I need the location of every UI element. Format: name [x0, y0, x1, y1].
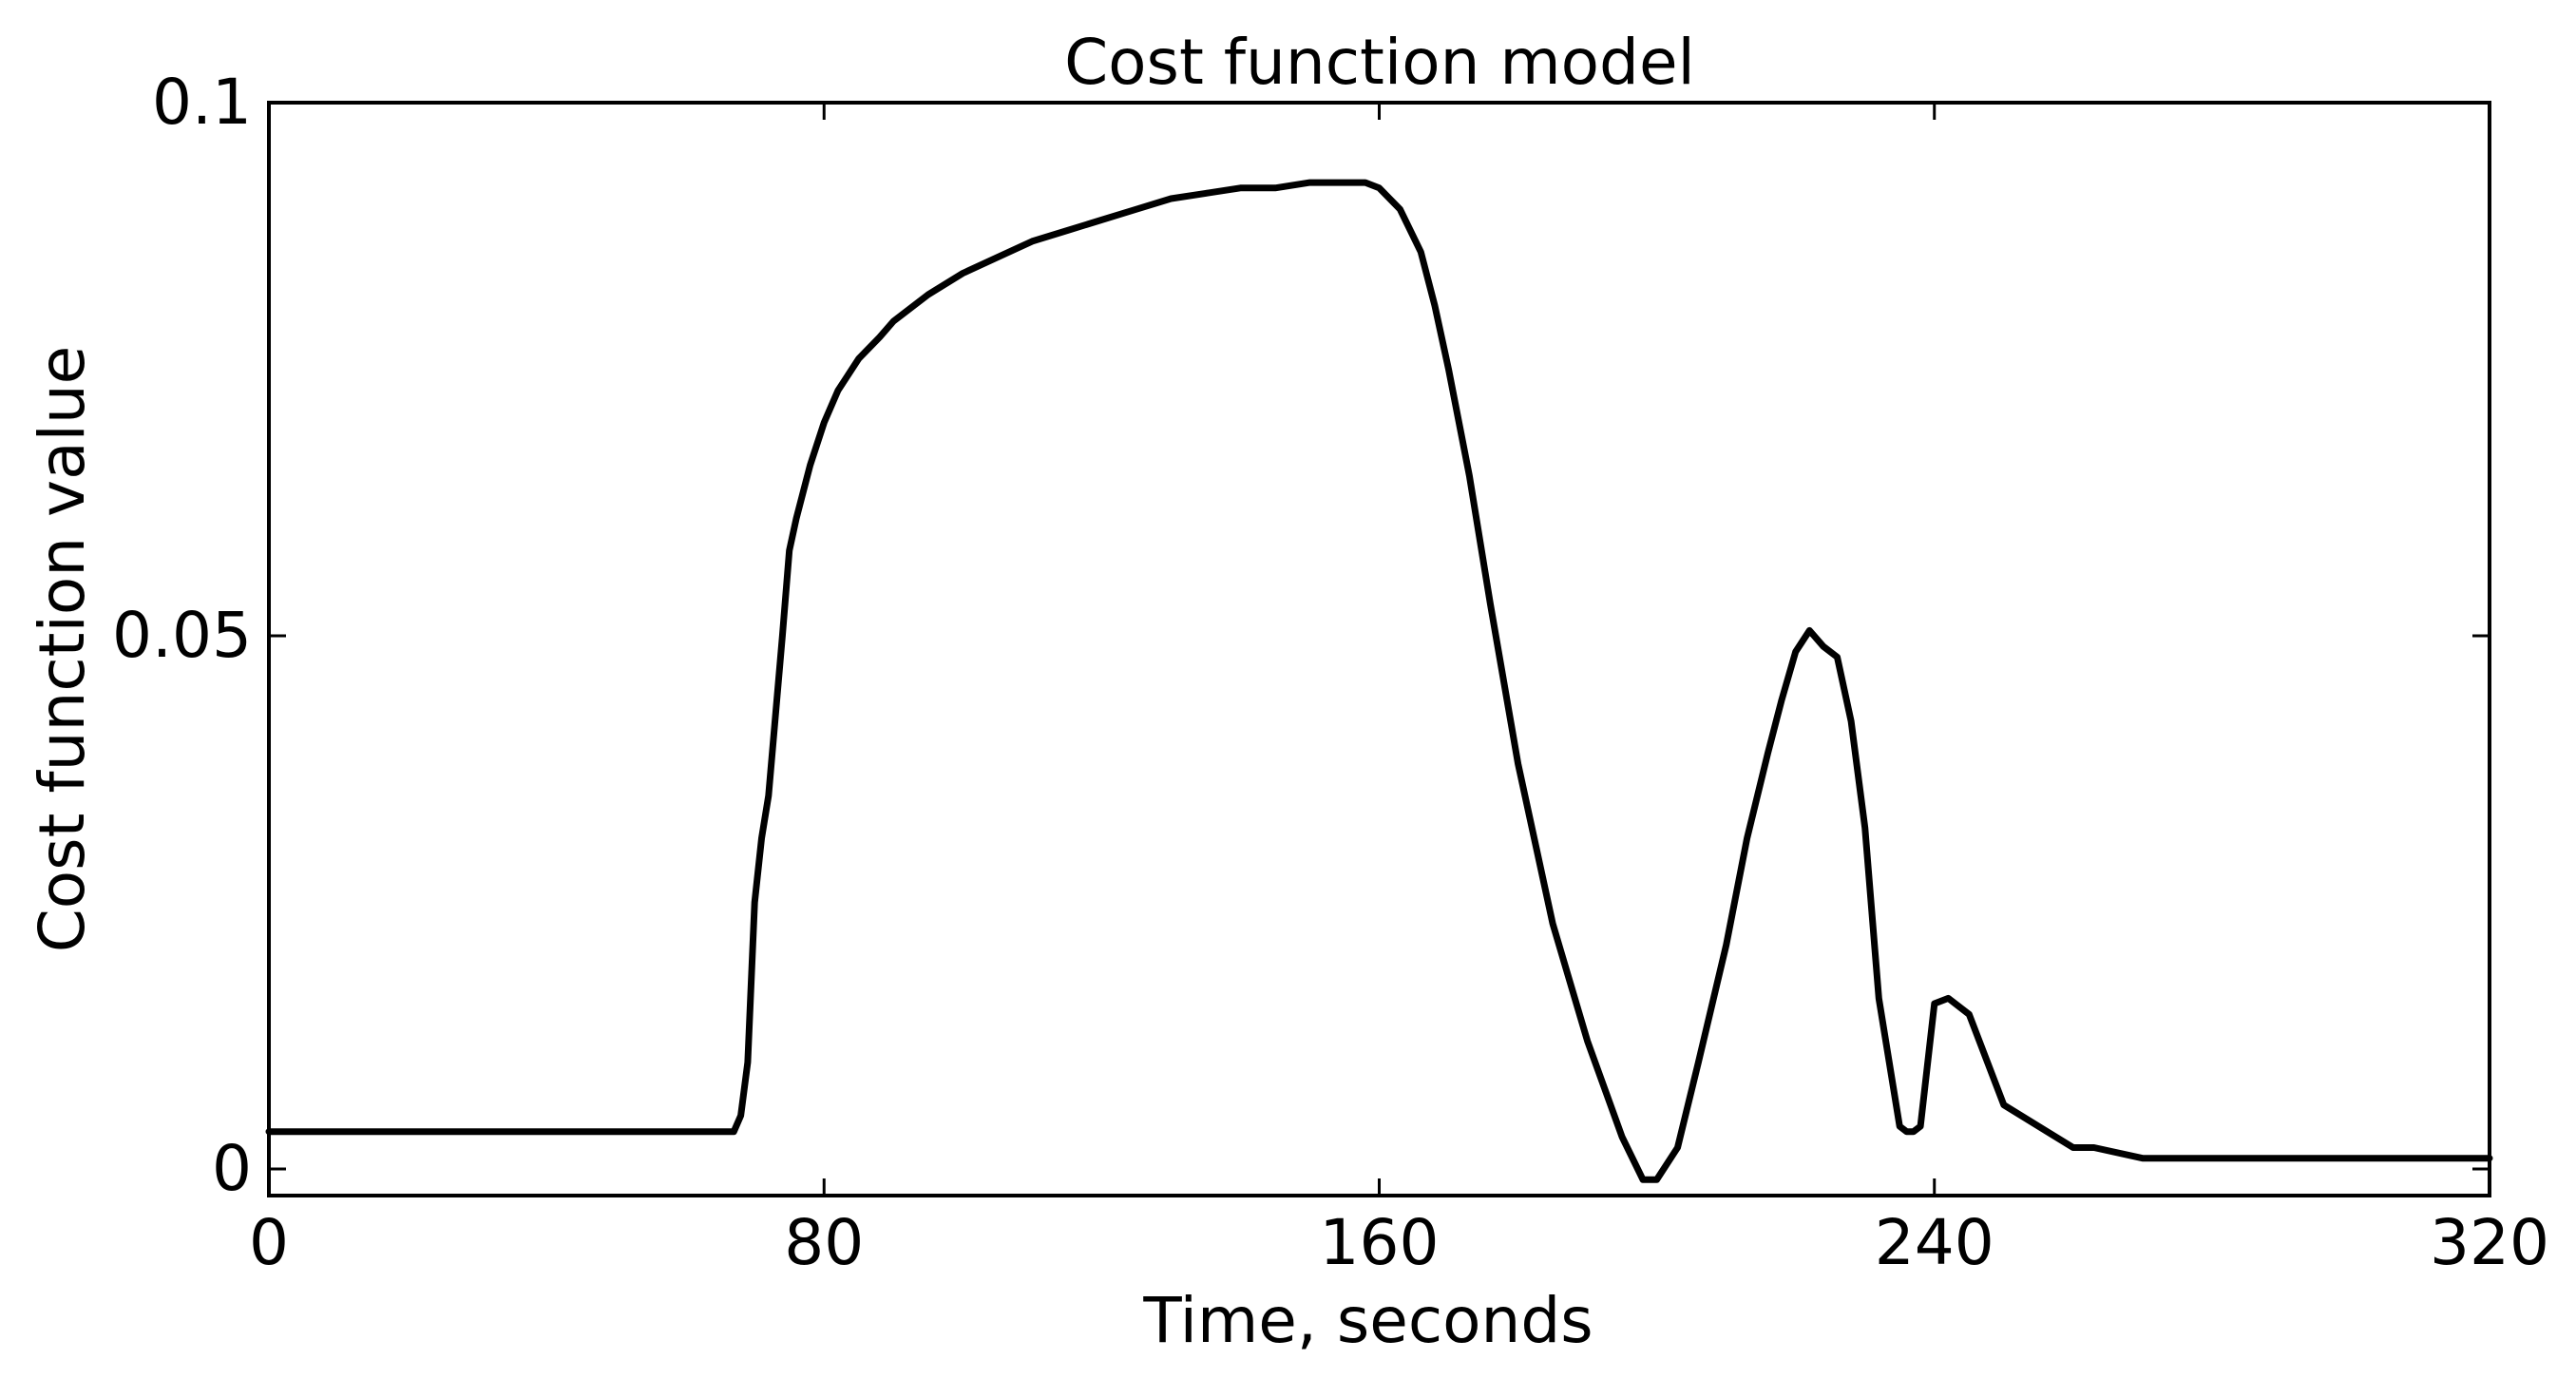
- x-tick-label-2: 160: [1320, 1206, 1440, 1279]
- cost-function-line: [265, 179, 2493, 1183]
- x-tick-label-4: 320: [2430, 1206, 2549, 1279]
- tick-labels: 0 80 160 240 320 0 0.05 0.1: [112, 66, 2549, 1279]
- y-tick-label-0: 0: [212, 1132, 252, 1205]
- x-tick-label-0: 0: [249, 1206, 289, 1279]
- y-tick-label-2: 0.1: [152, 66, 252, 139]
- y-tick-label-1: 0.05: [112, 599, 252, 672]
- plot-area: 0 80 160 240 320 0 0.05 0.1: [112, 66, 2549, 1279]
- x-tick-label-1: 80: [784, 1206, 864, 1279]
- y-axis-label: Cost function value: [26, 346, 99, 953]
- x-tick-label-3: 240: [1875, 1206, 1994, 1279]
- chart-title: Cost function model: [1064, 26, 1695, 99]
- plot-frame: [267, 101, 2491, 1197]
- x-axis-label: Time, seconds: [1142, 1284, 1593, 1357]
- axis-ticks: [267, 101, 2491, 1196]
